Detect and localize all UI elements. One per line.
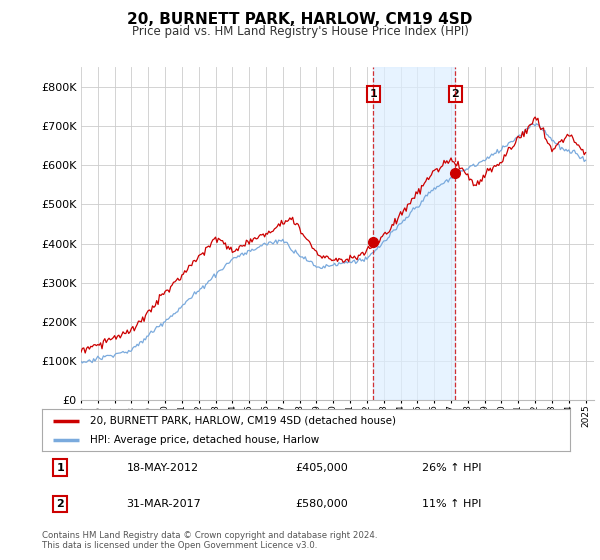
Text: 1: 1 xyxy=(56,463,64,473)
Text: 20, BURNETT PARK, HARLOW, CM19 4SD (detached house): 20, BURNETT PARK, HARLOW, CM19 4SD (deta… xyxy=(89,416,395,426)
Text: 18-MAY-2012: 18-MAY-2012 xyxy=(127,463,199,473)
Text: 26% ↑ HPI: 26% ↑ HPI xyxy=(422,463,482,473)
Text: 20, BURNETT PARK, HARLOW, CM19 4SD: 20, BURNETT PARK, HARLOW, CM19 4SD xyxy=(127,12,473,27)
Text: 1: 1 xyxy=(370,89,377,99)
Text: Contains HM Land Registry data © Crown copyright and database right 2024.
This d: Contains HM Land Registry data © Crown c… xyxy=(42,531,377,550)
Text: HPI: Average price, detached house, Harlow: HPI: Average price, detached house, Harl… xyxy=(89,435,319,445)
Text: £405,000: £405,000 xyxy=(295,463,348,473)
Text: Price paid vs. HM Land Registry's House Price Index (HPI): Price paid vs. HM Land Registry's House … xyxy=(131,25,469,38)
Text: 11% ↑ HPI: 11% ↑ HPI xyxy=(422,499,482,509)
Bar xyxy=(373,67,455,400)
Text: 31-MAR-2017: 31-MAR-2017 xyxy=(127,499,201,509)
Text: 2: 2 xyxy=(451,89,459,99)
Text: £580,000: £580,000 xyxy=(295,499,348,509)
Text: 2: 2 xyxy=(56,499,64,509)
